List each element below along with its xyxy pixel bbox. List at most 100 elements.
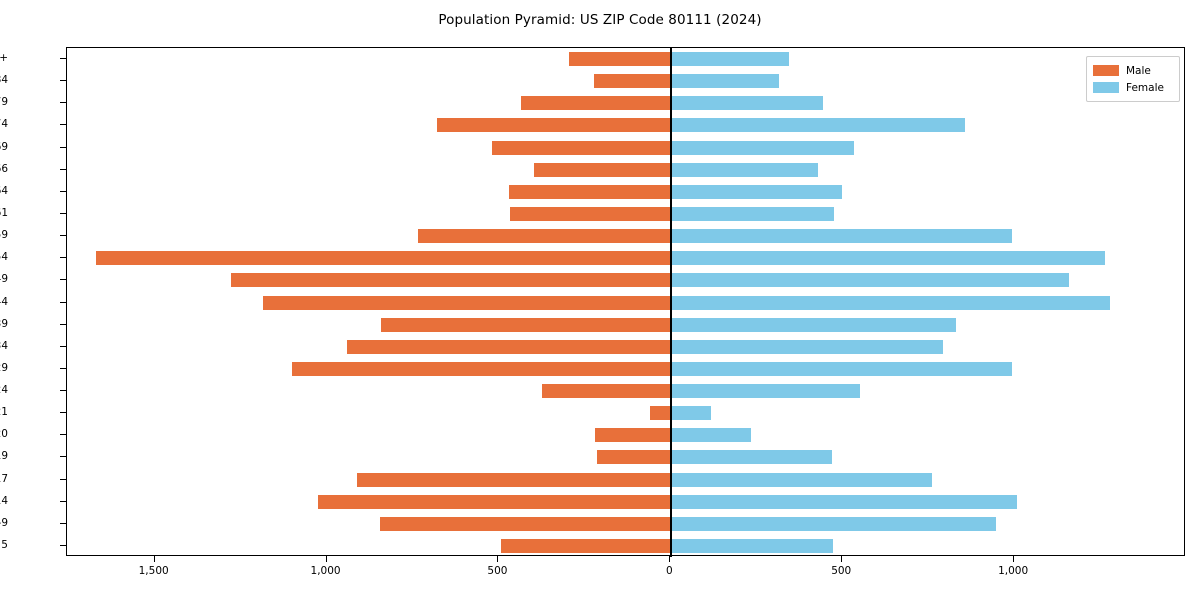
y-axis-tick-mark [60, 279, 66, 281]
bar-female-21 [670, 406, 711, 421]
x-axis-tick-label: 500 [487, 565, 508, 577]
bar-female-10-14 [670, 494, 1017, 509]
y-axis-tick-label: 15-17 [0, 472, 8, 485]
bar-male-80-84 [594, 74, 671, 89]
x-axis-tick-mark [153, 556, 155, 562]
y-axis-tick-label: 10-14 [0, 494, 8, 507]
legend-label-female: Female [1126, 81, 1164, 94]
y-axis-tick-mark [60, 212, 66, 214]
y-axis-tick-mark [60, 80, 66, 82]
bar-male-10-14 [317, 494, 671, 509]
x-axis-tick-mark [325, 556, 327, 562]
bar-male-20 [595, 428, 671, 443]
y-axis-tick-mark [60, 124, 66, 126]
bar-male-75-79 [520, 96, 671, 111]
y-axis-tick-label: 80-84 [0, 74, 8, 87]
bar-female-65-66 [670, 162, 819, 177]
y-axis-tick-label: 25-29 [0, 361, 8, 374]
legend-item-female[interactable]: Female [1093, 79, 1173, 96]
bar-female-18-19 [670, 450, 832, 465]
y-axis-tick-label: 55-59 [0, 229, 8, 242]
y-axis-tick-mark [60, 190, 66, 192]
bar-male-67-69 [491, 140, 671, 155]
y-axis-tick-label: 85+ [0, 52, 8, 65]
bar-male-60-61 [510, 206, 671, 221]
y-axis-tick-mark [60, 412, 66, 414]
y-axis-tick-label: 20 [0, 428, 8, 441]
legend-swatch-female-icon [1093, 82, 1119, 93]
bar-male-62-64 [509, 184, 671, 199]
y-axis-tick-label: 30-34 [0, 339, 8, 352]
legend-swatch-male-icon [1093, 65, 1119, 76]
bar-female-5-9 [670, 516, 996, 531]
bar-female-62-64 [670, 184, 843, 199]
chart-title: Population Pyramid: US ZIP Code 80111 (2… [438, 12, 762, 28]
bar-male-18-19 [597, 450, 671, 465]
bar-female-35-39 [670, 317, 956, 332]
y-axis-tick-mark [60, 544, 66, 546]
y-axis-tick-mark [60, 500, 66, 502]
y-axis-tick-mark [60, 235, 66, 237]
x-axis-tick-label: 0 [665, 565, 673, 577]
y-axis-tick-mark [60, 58, 66, 60]
zero-axis-line [670, 48, 672, 557]
bar-male-22-24 [542, 384, 671, 399]
x-axis-tick-label: 1,000 [310, 565, 341, 577]
y-axis-tick-label: 18-19 [0, 450, 8, 463]
bar-male-55-59 [417, 229, 671, 244]
bar-female-15-17 [670, 472, 932, 487]
y-axis-tick-mark [60, 102, 66, 104]
x-axis-tick-label: 500 [831, 565, 852, 577]
bar-male-50-54 [96, 251, 671, 266]
y-axis-tick-label: 45-49 [0, 273, 8, 286]
y-axis-tick-label: 67-69 [0, 140, 8, 153]
bar-female-25-29 [670, 361, 1012, 376]
y-axis-tick-label: 22-24 [0, 384, 8, 397]
y-axis-tick-label: 50-54 [0, 251, 8, 264]
x-axis-tick-mark [669, 556, 671, 562]
y-axis-tick-label: 5-9 [0, 516, 8, 529]
bar-male-25-29 [291, 361, 671, 376]
bar-female-70-74 [670, 118, 965, 133]
y-axis-tick-label: 70-74 [0, 118, 8, 131]
bar-male-65-66 [534, 162, 671, 177]
y-axis-tick-mark [60, 522, 66, 524]
bar-female-55-59 [670, 229, 1012, 244]
y-axis-tick-label: 75-79 [0, 96, 8, 109]
bar-female-60-61 [670, 206, 834, 221]
y-axis-tick-mark [60, 301, 66, 303]
bar-female-40-44 [670, 295, 1111, 310]
legend-item-male[interactable]: Male [1093, 62, 1173, 79]
bar-female-45-49 [670, 273, 1069, 288]
y-axis-tick-mark [60, 146, 66, 148]
y-axis-tick-label: 62-64 [0, 184, 8, 197]
y-axis-tick-mark [60, 478, 66, 480]
bar-female-30-34 [670, 339, 943, 354]
bars-layer [67, 48, 1184, 555]
bar-female-80-84 [670, 74, 779, 89]
bar-female-22-24 [670, 384, 861, 399]
y-axis-tick-label: 40-44 [0, 295, 8, 308]
y-axis-tick-mark [60, 367, 66, 369]
x-axis-tick-mark [497, 556, 499, 562]
plot-area [66, 47, 1185, 557]
x-axis-tick-label: 1,000 [998, 565, 1029, 577]
bar-male-35-39 [380, 317, 671, 332]
y-axis-tick-mark [60, 168, 66, 170]
y-axis-tick-label: 65-66 [0, 162, 8, 175]
x-axis-tick-mark [841, 556, 843, 562]
y-axis-tick-mark [60, 434, 66, 436]
bar-female-85- [670, 52, 789, 67]
bar-male-70-74 [436, 118, 671, 133]
y-axis-tick-mark [60, 323, 66, 325]
bar-male-5-9 [379, 516, 671, 531]
legend-label-male: Male [1126, 64, 1151, 77]
bar-female-50-54 [670, 251, 1105, 266]
bar-male-15-17 [356, 472, 671, 487]
y-axis-tick-mark [60, 456, 66, 458]
bar-female-75-79 [670, 96, 823, 111]
y-axis-tick-label: Under 5 [0, 538, 8, 551]
y-axis-tick-label: 21 [0, 406, 8, 419]
y-axis-tick-mark [60, 257, 66, 259]
